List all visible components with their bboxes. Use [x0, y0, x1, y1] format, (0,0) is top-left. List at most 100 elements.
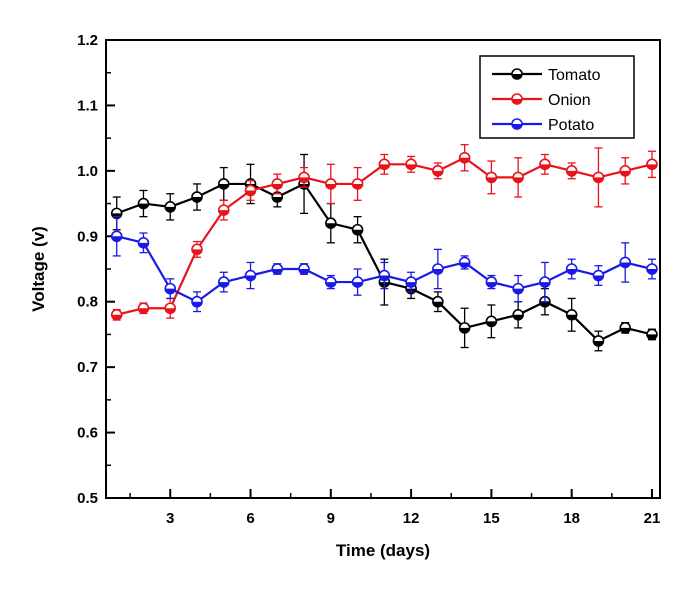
- data-point: [244, 269, 257, 282]
- marker-fill: [486, 177, 497, 183]
- marker-fill: [566, 170, 577, 176]
- marker-fill: [513, 314, 524, 320]
- marker-fill: [593, 340, 604, 346]
- data-point: [164, 302, 177, 315]
- x-axis-title: Time (days): [336, 541, 430, 560]
- data-point: [432, 165, 444, 177]
- marker-fill: [620, 327, 631, 333]
- data-point: [351, 223, 364, 236]
- data-point: [619, 322, 632, 334]
- data-point: [217, 276, 230, 288]
- marker-fill: [245, 275, 256, 281]
- marker-fill: [646, 334, 657, 340]
- data-point: [351, 276, 364, 288]
- marker-fill: [352, 229, 363, 235]
- marker-fill: [432, 301, 443, 307]
- marker-fill: [165, 288, 176, 294]
- marker-fill: [191, 301, 202, 307]
- data-point: [458, 322, 471, 334]
- data-point: [325, 178, 337, 190]
- marker-fill: [191, 249, 202, 255]
- series-onion: [110, 144, 658, 321]
- data-point: [325, 276, 337, 288]
- data-point: [592, 171, 605, 184]
- data-point: [619, 165, 632, 177]
- axes: 3 6 9 12 15 18 21 0.5 0.6 0.7 0.8 0.9 1.0 1.1 1.2 Time …: [29, 32, 661, 560]
- data-point: [485, 315, 498, 328]
- data-point: [164, 282, 177, 295]
- marker-fill: [620, 262, 631, 268]
- marker-fill: [272, 197, 283, 203]
- data-point: [164, 201, 177, 213]
- y-tick-label: 1.1: [77, 97, 98, 114]
- data-point: [191, 243, 203, 256]
- y-tick-label: 1.0: [77, 163, 98, 180]
- data-point: [298, 171, 310, 184]
- marker-fill: [379, 164, 390, 170]
- marker-fill: [646, 164, 657, 170]
- data-point: [432, 263, 444, 275]
- marker-fill: [299, 177, 310, 183]
- data-point: [191, 191, 203, 203]
- x-tick-label: 12: [403, 510, 420, 527]
- marker-fill: [513, 177, 524, 183]
- data-point: [565, 263, 578, 275]
- marker-fill: [191, 197, 202, 203]
- data-point: [271, 191, 284, 203]
- marker-fill: [245, 190, 256, 196]
- x-tick-label: 18: [563, 510, 580, 527]
- data-point: [485, 276, 498, 288]
- data-point: [110, 230, 123, 243]
- marker-fill: [486, 282, 497, 288]
- data-point: [378, 158, 391, 171]
- data-point: [325, 217, 337, 229]
- marker-fill: [379, 275, 390, 281]
- data-point: [271, 178, 284, 190]
- marker-fill: [325, 282, 336, 288]
- y-tick-label: 0.6: [77, 425, 98, 442]
- legend-label: Potato: [548, 117, 594, 134]
- marker-fill: [646, 269, 657, 274]
- marker-fill: [406, 282, 417, 288]
- marker-fill: [165, 206, 176, 212]
- data-point: [217, 178, 230, 190]
- marker-fill: [325, 223, 336, 229]
- marker-fill: [299, 269, 310, 274]
- data-point: [191, 295, 203, 308]
- y-tick-label: 0.5: [77, 490, 98, 507]
- data-point: [244, 184, 257, 197]
- marker-fill: [432, 170, 443, 176]
- data-point: [646, 263, 658, 275]
- data-point: [298, 263, 310, 275]
- data-point: [271, 263, 284, 275]
- x-tick-label: 6: [246, 510, 254, 527]
- marker-fill: [459, 327, 470, 333]
- marker-fill: [138, 203, 149, 209]
- marker-fill: [111, 236, 122, 242]
- data-point: [592, 335, 605, 347]
- marker-fill: [566, 314, 577, 320]
- legend-item-potato: Potato: [492, 117, 594, 134]
- data-point: [217, 204, 230, 216]
- marker-fill: [406, 164, 417, 170]
- data-point: [137, 197, 150, 210]
- series-group: [110, 144, 658, 352]
- legend-marker-fill: [512, 74, 522, 79]
- data-point: [646, 158, 658, 171]
- data-point: [137, 302, 150, 315]
- data-point: [110, 308, 123, 321]
- y-tick-label: 0.8: [77, 294, 98, 311]
- data-point: [458, 151, 471, 164]
- data-point: [619, 256, 632, 269]
- legend-marker-fill: [512, 99, 522, 104]
- series-potato: [110, 216, 658, 313]
- marker-fill: [566, 269, 577, 274]
- y-tick-label: 1.2: [77, 32, 98, 49]
- marker-fill: [459, 157, 470, 163]
- marker-fill: [165, 308, 176, 314]
- marker-fill: [218, 183, 229, 189]
- legend-item-tomato: Tomato: [492, 67, 601, 84]
- legend: Tomato Onion Potato: [479, 55, 635, 139]
- legend-label: Tomato: [548, 67, 601, 84]
- y-axis-title: Voltage (v): [29, 226, 48, 312]
